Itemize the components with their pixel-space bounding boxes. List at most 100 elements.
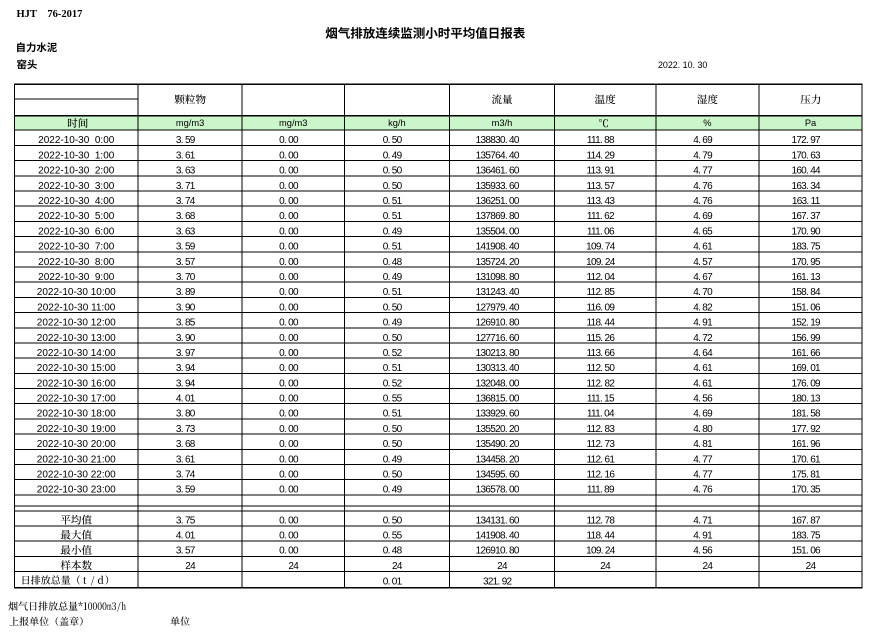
svg-text:0. 00: 0. 00 <box>279 302 299 313</box>
svg-text:136251. 00: 136251. 00 <box>476 196 520 207</box>
svg-text:161. 66: 161. 66 <box>791 348 821 359</box>
svg-text:4. 76: 4. 76 <box>693 196 713 207</box>
svg-text:130313. 40: 130313. 40 <box>476 363 520 374</box>
svg-text:3. 57: 3. 57 <box>176 546 196 557</box>
svg-text:2022-10-30 11:00: 2022-10-30 11:00 <box>37 302 116 313</box>
svg-text:2022-10-30 7:00: 2022-10-30 7:00 <box>38 242 115 253</box>
svg-text:0. 49: 0. 49 <box>383 454 403 465</box>
svg-text:0. 51: 0. 51 <box>383 211 403 222</box>
svg-text:0. 50: 0. 50 <box>383 166 403 177</box>
svg-text:3. 85: 3. 85 <box>176 318 196 329</box>
svg-text:0. 00: 0. 00 <box>279 470 299 481</box>
svg-text:Pa: Pa <box>805 118 817 128</box>
svg-text:4. 71: 4. 71 <box>693 516 713 527</box>
svg-text:24: 24 <box>392 561 403 572</box>
svg-text:151. 06: 151. 06 <box>791 546 821 557</box>
svg-text:141908. 40: 141908. 40 <box>476 242 520 253</box>
svg-text:176. 09: 176. 09 <box>791 378 821 389</box>
svg-text:181. 58: 181. 58 <box>791 409 821 420</box>
svg-text:4. 69: 4. 69 <box>693 135 713 146</box>
svg-text:172. 97: 172. 97 <box>791 135 821 146</box>
svg-text:3. 94: 3. 94 <box>176 378 196 389</box>
svg-text:180. 13: 180. 13 <box>791 394 821 405</box>
svg-text:136461. 60: 136461. 60 <box>476 166 520 177</box>
svg-text:0. 00: 0. 00 <box>279 242 299 253</box>
svg-text:0. 00: 0. 00 <box>279 409 299 420</box>
svg-text:0. 00: 0. 00 <box>279 181 299 192</box>
svg-text:118. 44: 118. 44 <box>586 318 615 329</box>
svg-text:2022-10-30 5:00: 2022-10-30 5:00 <box>38 211 115 222</box>
svg-text:3. 74: 3. 74 <box>176 196 196 207</box>
svg-text:0. 51: 0. 51 <box>383 196 403 207</box>
svg-text:0. 50: 0. 50 <box>383 333 403 344</box>
svg-text:0. 50: 0. 50 <box>383 439 403 450</box>
svg-text:4. 56: 4. 56 <box>693 394 713 405</box>
svg-text:2022-10-30 12:00: 2022-10-30 12:00 <box>37 318 116 329</box>
svg-text:0. 50: 0. 50 <box>383 516 403 527</box>
svg-text:0. 50: 0. 50 <box>383 135 403 146</box>
svg-text:24: 24 <box>600 561 611 572</box>
svg-text:2022-10-30 4:00: 2022-10-30 4:00 <box>38 196 115 207</box>
svg-text:0. 00: 0. 00 <box>279 287 299 298</box>
svg-text:0. 00: 0. 00 <box>279 394 299 405</box>
svg-text:111. 04: 111. 04 <box>587 409 615 420</box>
svg-text:4. 76: 4. 76 <box>693 181 713 192</box>
svg-text:3. 59: 3. 59 <box>176 242 196 253</box>
svg-text:2022-10-30 15:00: 2022-10-30 15:00 <box>37 363 116 374</box>
svg-text:2022-10-30 18:00: 2022-10-30 18:00 <box>37 409 116 420</box>
svg-text:0. 00: 0. 00 <box>279 272 299 283</box>
svg-text:3. 73: 3. 73 <box>176 424 196 435</box>
svg-text:0. 00: 0. 00 <box>279 531 299 542</box>
svg-text:0. 01: 0. 01 <box>383 577 403 588</box>
svg-text:4. 76: 4. 76 <box>693 485 713 496</box>
svg-text:2022-10-30 23:00: 2022-10-30 23:00 <box>37 485 116 496</box>
svg-text:0. 51: 0. 51 <box>383 242 403 253</box>
svg-text:116. 09: 116. 09 <box>586 302 615 313</box>
svg-text:0. 49: 0. 49 <box>383 226 403 237</box>
svg-text:152. 19: 152. 19 <box>791 318 821 329</box>
svg-text:131243. 40: 131243. 40 <box>476 287 520 298</box>
svg-text:2022-10-30 9:00: 2022-10-30 9:00 <box>38 272 115 283</box>
svg-text:112. 04: 112. 04 <box>586 272 615 283</box>
svg-text:126910. 80: 126910. 80 <box>476 318 520 329</box>
svg-text:2022-10-30 13:00: 2022-10-30 13:00 <box>37 333 116 344</box>
svg-text:2022-10-30 17:00: 2022-10-30 17:00 <box>37 394 116 405</box>
svg-text:m3/h: m3/h <box>492 118 513 128</box>
svg-text:4. 77: 4. 77 <box>693 470 713 481</box>
svg-text:0. 50: 0. 50 <box>383 181 403 192</box>
svg-text:4. 61: 4. 61 <box>693 242 713 253</box>
svg-text:3. 59: 3. 59 <box>176 485 196 496</box>
svg-text:4. 61: 4. 61 <box>693 378 713 389</box>
svg-text:112. 16: 112. 16 <box>586 470 615 481</box>
svg-text:2022-10-30 0:00: 2022-10-30 0:00 <box>38 135 115 146</box>
svg-text:4. 82: 4. 82 <box>693 302 713 313</box>
svg-text:170. 35: 170. 35 <box>791 485 821 496</box>
svg-text:4. 56: 4. 56 <box>693 546 713 557</box>
svg-text:4. 72: 4. 72 <box>693 333 713 344</box>
svg-text:2022-10-30 3:00: 2022-10-30 3:00 <box>38 181 115 192</box>
svg-text:170. 95: 170. 95 <box>791 257 821 268</box>
svg-text:3. 68: 3. 68 <box>176 439 196 450</box>
svg-text:0. 00: 0. 00 <box>279 166 299 177</box>
svg-text:3. 61: 3. 61 <box>176 150 196 161</box>
svg-text:3. 90: 3. 90 <box>176 333 196 344</box>
svg-text:0. 00: 0. 00 <box>279 318 299 329</box>
svg-text:0. 00: 0. 00 <box>279 257 299 268</box>
svg-text:24: 24 <box>288 561 299 572</box>
svg-text:0. 00: 0. 00 <box>279 439 299 450</box>
svg-text:111. 88: 111. 88 <box>587 135 615 146</box>
svg-text:3. 63: 3. 63 <box>176 166 196 177</box>
svg-text:111. 06: 111. 06 <box>587 226 615 237</box>
svg-text:0. 49: 0. 49 <box>383 150 403 161</box>
svg-text:156. 99: 156. 99 <box>791 333 821 344</box>
svg-text:4. 67: 4. 67 <box>693 272 713 283</box>
svg-text:0. 00: 0. 00 <box>279 226 299 237</box>
svg-text:4. 77: 4. 77 <box>693 166 713 177</box>
svg-text:109. 24: 109. 24 <box>586 546 616 557</box>
svg-text:4. 57: 4. 57 <box>693 257 713 268</box>
svg-text:112. 73: 112. 73 <box>586 439 615 450</box>
svg-text:2022-10-30 22:00: 2022-10-30 22:00 <box>37 470 116 481</box>
svg-text:138830. 40: 138830. 40 <box>476 135 520 146</box>
svg-text:161. 96: 161. 96 <box>791 439 821 450</box>
svg-text:3. 74: 3. 74 <box>176 470 196 481</box>
